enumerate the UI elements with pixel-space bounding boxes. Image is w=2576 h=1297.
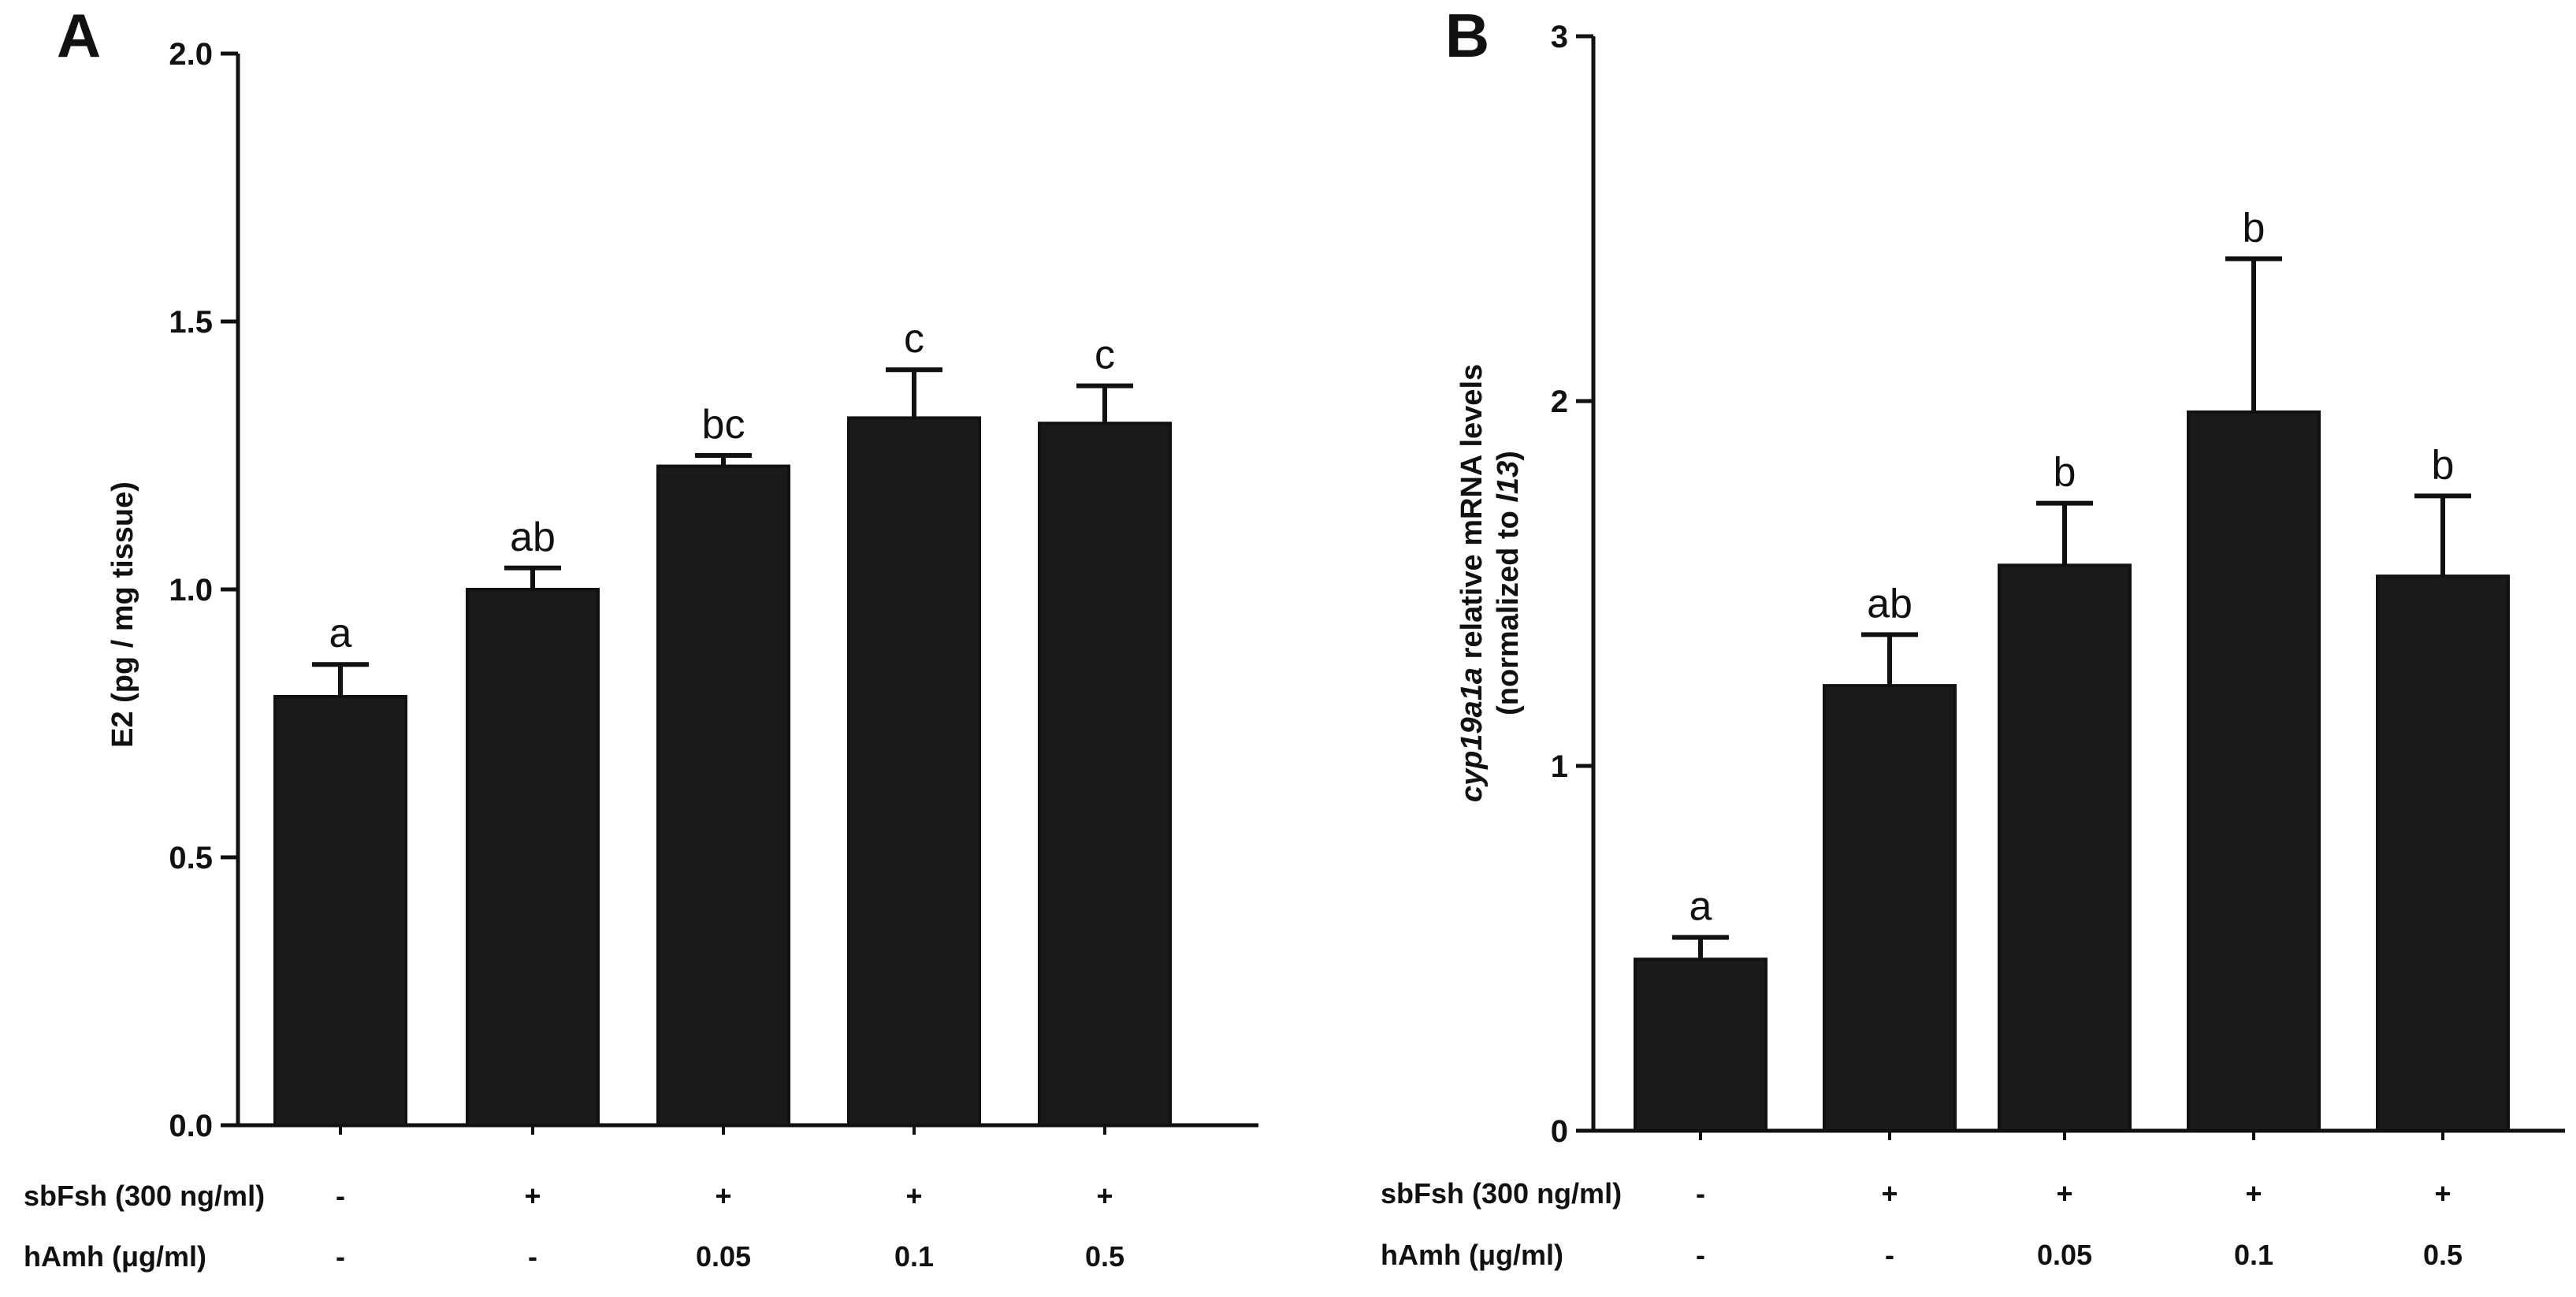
treatment-value: 0.5 xyxy=(2423,1239,2463,1271)
y-tick-label: 0 xyxy=(1551,1114,1568,1149)
treatment-value: 0.1 xyxy=(2234,1239,2273,1271)
treatment-value: - xyxy=(1696,1177,1705,1210)
bar xyxy=(1634,957,1768,1133)
treatment-value: + xyxy=(1096,1180,1113,1212)
bar xyxy=(466,588,600,1127)
treatment-row-label: sbFsh (300 ng/ml) xyxy=(24,1180,265,1212)
y-axis-title-line2: (normalized to l13) xyxy=(1492,451,1525,715)
treatment-value: 0.05 xyxy=(2037,1239,2092,1271)
y-axis-title: E2 (pg / mg tissue) xyxy=(106,481,139,748)
treatment-value: - xyxy=(336,1240,345,1273)
bar xyxy=(1998,563,2132,1132)
treatment-value: + xyxy=(2056,1177,2072,1210)
y-tick-label: 2 xyxy=(1551,385,1568,419)
panel-label: B xyxy=(1445,1,1489,70)
y-tick-label: 1.0 xyxy=(169,573,213,608)
y-tick-label: 2.0 xyxy=(169,37,213,72)
bar xyxy=(273,695,407,1127)
bar xyxy=(656,464,790,1127)
significance-label: b xyxy=(2432,442,2455,488)
treatment-value: + xyxy=(1881,1177,1898,1210)
y-axis-title-part: ) xyxy=(1492,451,1525,461)
y-tick-label: 0.0 xyxy=(169,1109,213,1143)
panel-a: A 0.0 0.5 1.0 1.5 2.0 E2 (pg / mg tissue) a ab bc… xyxy=(24,1,1258,1273)
significance-label: a xyxy=(329,611,352,656)
treatment-value: + xyxy=(2434,1177,2451,1210)
treatment-value: 0.5 xyxy=(1085,1240,1124,1273)
significance-label: b xyxy=(2243,205,2266,251)
treatment-value: + xyxy=(715,1180,731,1212)
y-axis-title-part: cyp19a1a xyxy=(1455,667,1489,802)
y-axis-title-part: relative mRNA levels xyxy=(1455,364,1489,667)
treatment-value: - xyxy=(336,1180,345,1212)
y-axis-title: cyp19a1a relative mRNA levels xyxy=(1455,364,1489,802)
bar xyxy=(2376,574,2510,1132)
treatment-row-label: hAmh (μg/ml) xyxy=(24,1240,206,1273)
treatment-value: + xyxy=(524,1180,541,1212)
significance-label: a xyxy=(1689,884,1712,930)
treatment-value: 0.05 xyxy=(696,1240,751,1273)
significance-label: ab xyxy=(510,515,556,560)
y-axis-title-part: (normalized to xyxy=(1492,503,1525,715)
treatment-value: - xyxy=(1885,1239,1894,1271)
significance-label: b xyxy=(2054,450,2076,496)
y-axis-title-part: l13 xyxy=(1492,461,1525,503)
significance-label: ab xyxy=(1867,581,1912,626)
y-tick-label: 0.5 xyxy=(169,841,213,875)
panel-label: A xyxy=(57,1,101,70)
treatment-row-label: sbFsh (300 ng/ml) xyxy=(1381,1177,1622,1210)
significance-label: c xyxy=(904,316,924,362)
y-tick-label: 1.5 xyxy=(169,305,213,340)
treatment-value: + xyxy=(2245,1177,2262,1210)
significance-label: c xyxy=(1095,333,1115,378)
y-tick-label: 3 xyxy=(1551,20,1568,54)
treatment-value: - xyxy=(528,1240,537,1273)
bar xyxy=(1823,684,1957,1132)
treatment-value: - xyxy=(1696,1239,1705,1271)
y-tick-label: 1 xyxy=(1551,749,1568,784)
bar xyxy=(1038,422,1172,1127)
treatment-value: 0.1 xyxy=(894,1240,934,1273)
treatment-row-label: hAmh (μg/ml) xyxy=(1381,1239,1563,1271)
bar xyxy=(2187,410,2321,1132)
treatment-value: + xyxy=(905,1180,922,1212)
panel-b: B 0 1 2 3 cyp19a1a relative mRNA levels (norma… xyxy=(1381,1,2565,1271)
bar xyxy=(847,416,981,1127)
significance-label: bc xyxy=(702,402,745,448)
